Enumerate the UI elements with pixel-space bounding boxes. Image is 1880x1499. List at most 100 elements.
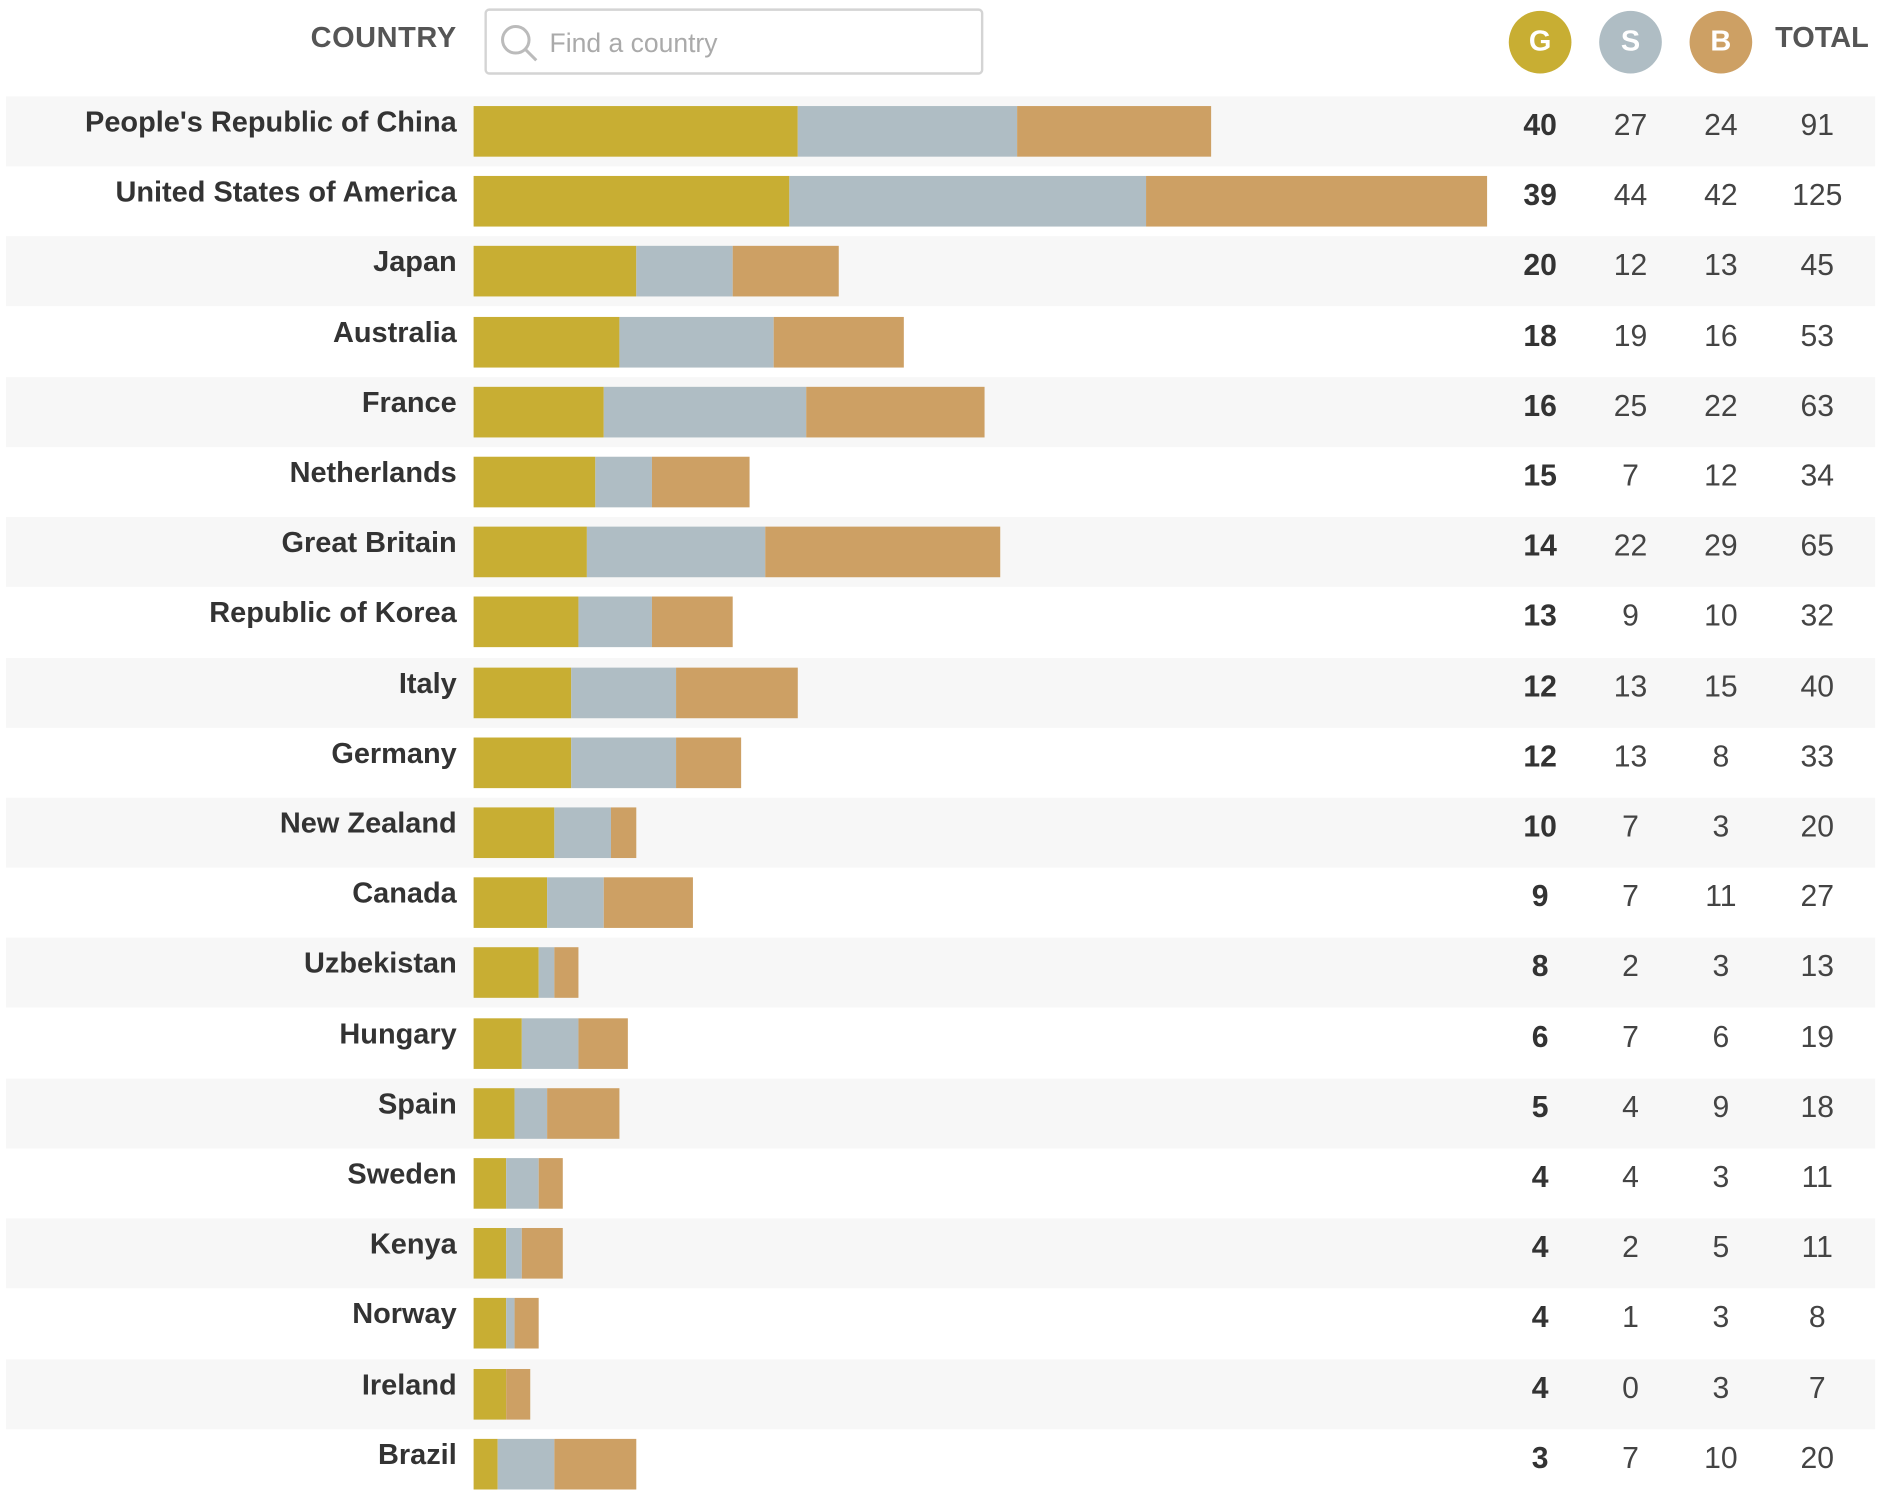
silver-bar — [514, 1087, 547, 1139]
gold-count: 14 — [1523, 529, 1557, 564]
table-row: United States of America 39 44 42 125 — [6, 167, 1875, 237]
table-row: Kenya 4 2 5 11 — [6, 1218, 1876, 1289]
bronze-count: 9 — [1712, 1090, 1730, 1125]
gold-bar — [473, 1228, 507, 1279]
silver-count: 7 — [1622, 809, 1639, 844]
silver-count: 7 — [1622, 1020, 1639, 1054]
gold-bar — [473, 106, 798, 157]
gold-count: 13 — [1523, 599, 1557, 634]
total-count: 32 — [1800, 599, 1835, 634]
gold-bar — [473, 1087, 515, 1139]
country-label: Australia — [332, 316, 457, 349]
silver-count: 7 — [1622, 1441, 1639, 1475]
silver-count: 1 — [1622, 1300, 1639, 1335]
total-count: 34 — [1800, 459, 1835, 493]
silver-count: 22 — [1613, 529, 1648, 564]
gold-bar — [473, 947, 539, 999]
silver-bar — [538, 947, 555, 999]
bronze-count: 3 — [1712, 809, 1730, 844]
bronze-bar — [554, 1438, 636, 1490]
silver-count: 13 — [1613, 739, 1648, 774]
gold-count: 18 — [1523, 318, 1557, 353]
bronze-count: 42 — [1704, 178, 1738, 213]
bronze-bar — [603, 877, 693, 929]
gold-bar — [473, 877, 547, 929]
gold-bar — [473, 1368, 507, 1420]
total-count: 11 — [1801, 1230, 1833, 1265]
bronze-bar — [676, 737, 742, 788]
silver-bar — [522, 1017, 579, 1069]
bronze-header[interactable]: B — [1689, 10, 1753, 74]
total-count: 20 — [1800, 809, 1835, 844]
silver-bar — [497, 1438, 555, 1490]
country-label: United States of America — [115, 176, 457, 209]
gold-bar — [473, 1017, 523, 1069]
silver-count: 7 — [1622, 879, 1639, 914]
country-search[interactable] — [484, 8, 984, 75]
table-row: Hungary 6 7 6 19 — [6, 1008, 1875, 1078]
gold-bar — [473, 386, 604, 438]
silver-bar — [619, 316, 774, 368]
bronze-bar — [773, 316, 904, 368]
gold-header[interactable]: G — [1508, 10, 1572, 74]
bronze-count: 8 — [1712, 739, 1730, 774]
total-count: 33 — [1800, 739, 1835, 774]
silver-bar — [797, 106, 1017, 157]
table-row: New Zealand 10 7 3 20 — [6, 797, 1876, 868]
search-input[interactable] — [547, 20, 962, 67]
bronze-count: 3 — [1712, 1160, 1730, 1195]
gold-count: 20 — [1523, 248, 1557, 283]
silver-count: 27 — [1613, 108, 1648, 143]
table-row: Australia 18 19 16 53 — [6, 307, 1875, 377]
gold-bar — [473, 667, 571, 718]
gold-count: 12 — [1523, 739, 1557, 774]
silver-count: 0 — [1622, 1370, 1639, 1405]
bronze-bar — [506, 1368, 531, 1420]
gold-bar — [473, 456, 596, 508]
total-count: 91 — [1800, 108, 1835, 143]
country-label: New Zealand — [279, 807, 457, 840]
table-row: Germany 12 13 8 33 — [6, 728, 1875, 798]
country-label: Canada — [352, 877, 457, 911]
bronze-count: 3 — [1712, 950, 1730, 984]
total-count: 19 — [1800, 1020, 1835, 1054]
total-count: 53 — [1800, 318, 1835, 353]
silver-count: 19 — [1613, 318, 1648, 353]
gold-count: 8 — [1531, 950, 1549, 984]
total-count: 20 — [1800, 1441, 1835, 1475]
total-count: 27 — [1800, 879, 1835, 914]
table-row: Netherlands 15 7 12 34 — [6, 447, 1875, 517]
total-count: 18 — [1800, 1090, 1835, 1125]
gold-bar — [473, 596, 579, 648]
total-count: 125 — [1792, 178, 1843, 213]
silver-header[interactable]: S — [1599, 10, 1662, 74]
gold-count: 3 — [1531, 1441, 1549, 1475]
country-label: Spain — [377, 1087, 457, 1121]
gold-bar — [473, 526, 588, 578]
gold-count: 4 — [1531, 1230, 1549, 1265]
total-count: 7 — [1808, 1370, 1826, 1405]
gold-bar — [473, 316, 620, 368]
bronze-count: 13 — [1704, 248, 1738, 283]
bronze-bar — [651, 456, 750, 508]
silver-bar — [635, 246, 734, 297]
gold-count: 4 — [1531, 1300, 1549, 1335]
bronze-count: 3 — [1712, 1300, 1730, 1335]
gold-bar — [473, 807, 555, 859]
silver-count: 4 — [1622, 1090, 1639, 1125]
silver-bar — [595, 456, 652, 508]
bronze-count: 10 — [1704, 599, 1738, 634]
silver-count: 2 — [1622, 950, 1639, 984]
total-count: 8 — [1808, 1300, 1826, 1335]
bronze-count: 22 — [1704, 389, 1738, 423]
country-label: Norway — [352, 1298, 457, 1331]
silver-bar — [789, 176, 1147, 227]
bronze-bar — [651, 596, 734, 648]
bronze-bar — [676, 667, 798, 718]
silver-count: 13 — [1613, 669, 1648, 704]
gold-count: 6 — [1531, 1020, 1549, 1054]
gold-bar — [473, 246, 636, 297]
silver-bar — [578, 596, 652, 648]
total-header[interactable]: TOTAL — [1775, 21, 1869, 55]
